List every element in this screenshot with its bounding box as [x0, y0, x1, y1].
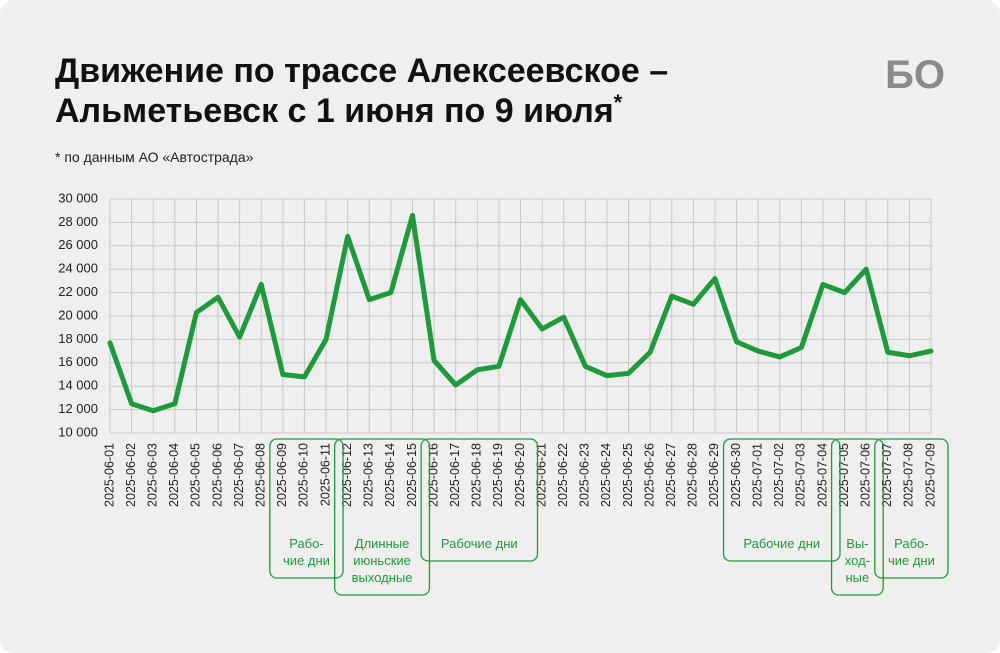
x-tick-label: 2025-06-29 — [707, 443, 721, 507]
annotation-text: июньские — [353, 553, 411, 568]
x-tick-label: 2025-06-24 — [599, 443, 613, 507]
y-tick-label: 26 000 — [58, 237, 98, 252]
title-mark: * — [614, 90, 623, 115]
x-tick-label: 2025-06-17 — [448, 443, 462, 507]
annotation-box — [874, 438, 949, 579]
annotation-text: Рабо- — [289, 536, 323, 551]
y-tick-label: 30 000 — [58, 190, 98, 205]
annotation-text: ные — [845, 570, 869, 585]
x-tick-label: 2025-06-28 — [686, 443, 700, 507]
x-tick-label: 2025-06-14 — [383, 443, 397, 507]
x-tick-label: 2025-06-07 — [232, 443, 246, 507]
annotation-text: чие дни — [283, 553, 330, 568]
x-tick-label: 2025-06-03 — [146, 443, 160, 507]
x-tick-label: 2025-06-30 — [729, 443, 743, 507]
x-tick-label: 2025-06-13 — [362, 443, 376, 507]
x-tick-label: 2025-06-27 — [664, 443, 678, 507]
annotation-text: Рабочие дни — [441, 536, 518, 551]
annotation-box — [269, 438, 344, 579]
x-tick-label: 2025-07-04 — [815, 443, 829, 507]
y-tick-label: 20 000 — [58, 307, 98, 322]
annotation-box — [722, 438, 841, 562]
y-tick-label: 10 000 — [58, 424, 98, 439]
x-tick-label: 2025-07-07 — [880, 443, 894, 507]
x-tick-label: 2025-06-10 — [297, 443, 311, 507]
annotation-text: Длинные — [355, 536, 410, 551]
x-tick-label: 2025-06-26 — [642, 443, 656, 507]
annotation-text: Вы- — [846, 536, 868, 551]
x-tick-label: 2025-06-08 — [254, 443, 268, 507]
x-tick-label: 2025-07-08 — [902, 443, 916, 507]
chart-title: Альметьевск с 1 июня по 9 июля* — [55, 90, 623, 130]
x-tick-label: 2025-07-09 — [923, 443, 937, 507]
x-tick-label: 2025-06-09 — [275, 443, 289, 507]
annotation-box — [334, 438, 431, 596]
x-tick-label: 2025-06-23 — [578, 443, 592, 507]
x-tick-label: 2025-06-06 — [210, 443, 224, 507]
x-tick-label: 2025-06-15 — [405, 443, 419, 507]
x-tick-label: 2025-07-06 — [858, 443, 872, 507]
x-tick-label: 2025-06-01 — [102, 443, 116, 507]
x-tick-label: 2025-07-02 — [772, 443, 786, 507]
y-tick-label: 28 000 — [58, 214, 98, 229]
annotation-text: чие дни — [888, 553, 935, 568]
logo: БО — [885, 53, 945, 97]
y-tick-label: 22 000 — [58, 284, 98, 299]
y-tick-label: 24 000 — [58, 261, 98, 276]
annotation-text: выходные — [352, 570, 413, 585]
x-tick-label: 2025-07-01 — [750, 443, 764, 507]
x-tick-label: 2025-06-22 — [556, 443, 570, 507]
annotation-text: Рабо- — [894, 536, 928, 551]
x-tick-label: 2025-06-25 — [621, 443, 635, 507]
x-tick-label: 2025-06-21 — [534, 443, 548, 507]
x-tick-label: 2025-06-12 — [340, 443, 354, 507]
y-tick-label: 12 000 — [58, 401, 98, 416]
x-tick-label: 2025-06-19 — [491, 443, 505, 507]
y-tick-label: 18 000 — [58, 331, 98, 346]
line — [107, 212, 934, 414]
x-tick-label: 2025-06-16 — [426, 443, 440, 507]
x-tick-label: 2025-06-05 — [189, 443, 203, 507]
x-tick-label: 2025-06-04 — [167, 443, 181, 507]
y-tick-label: 14 000 — [58, 378, 98, 393]
x-tick-label: 2025-06-18 — [470, 443, 484, 507]
x-tick-label: 2025-07-03 — [794, 443, 808, 507]
y-tick-label: 16 000 — [58, 354, 98, 369]
chart-title: Движение по трассе Алексеевское – — [55, 52, 668, 90]
annotation-text: Рабочие дни — [743, 536, 820, 551]
annotation-box — [830, 438, 884, 596]
x-tick-label: 2025-06-02 — [124, 443, 138, 507]
x-tick-label: 2025-06-11 — [318, 443, 332, 506]
annotation-text: ход- — [845, 553, 870, 568]
x-tick-label: 2025-07-05 — [837, 443, 851, 507]
chart-subtitle: * по данным АО «Автострада» — [55, 149, 254, 165]
annotation-box — [420, 438, 539, 562]
x-tick-label: 2025-06-20 — [513, 443, 527, 507]
chart-title: Альметьевск с 1 июня по 9 июля — [55, 92, 614, 130]
